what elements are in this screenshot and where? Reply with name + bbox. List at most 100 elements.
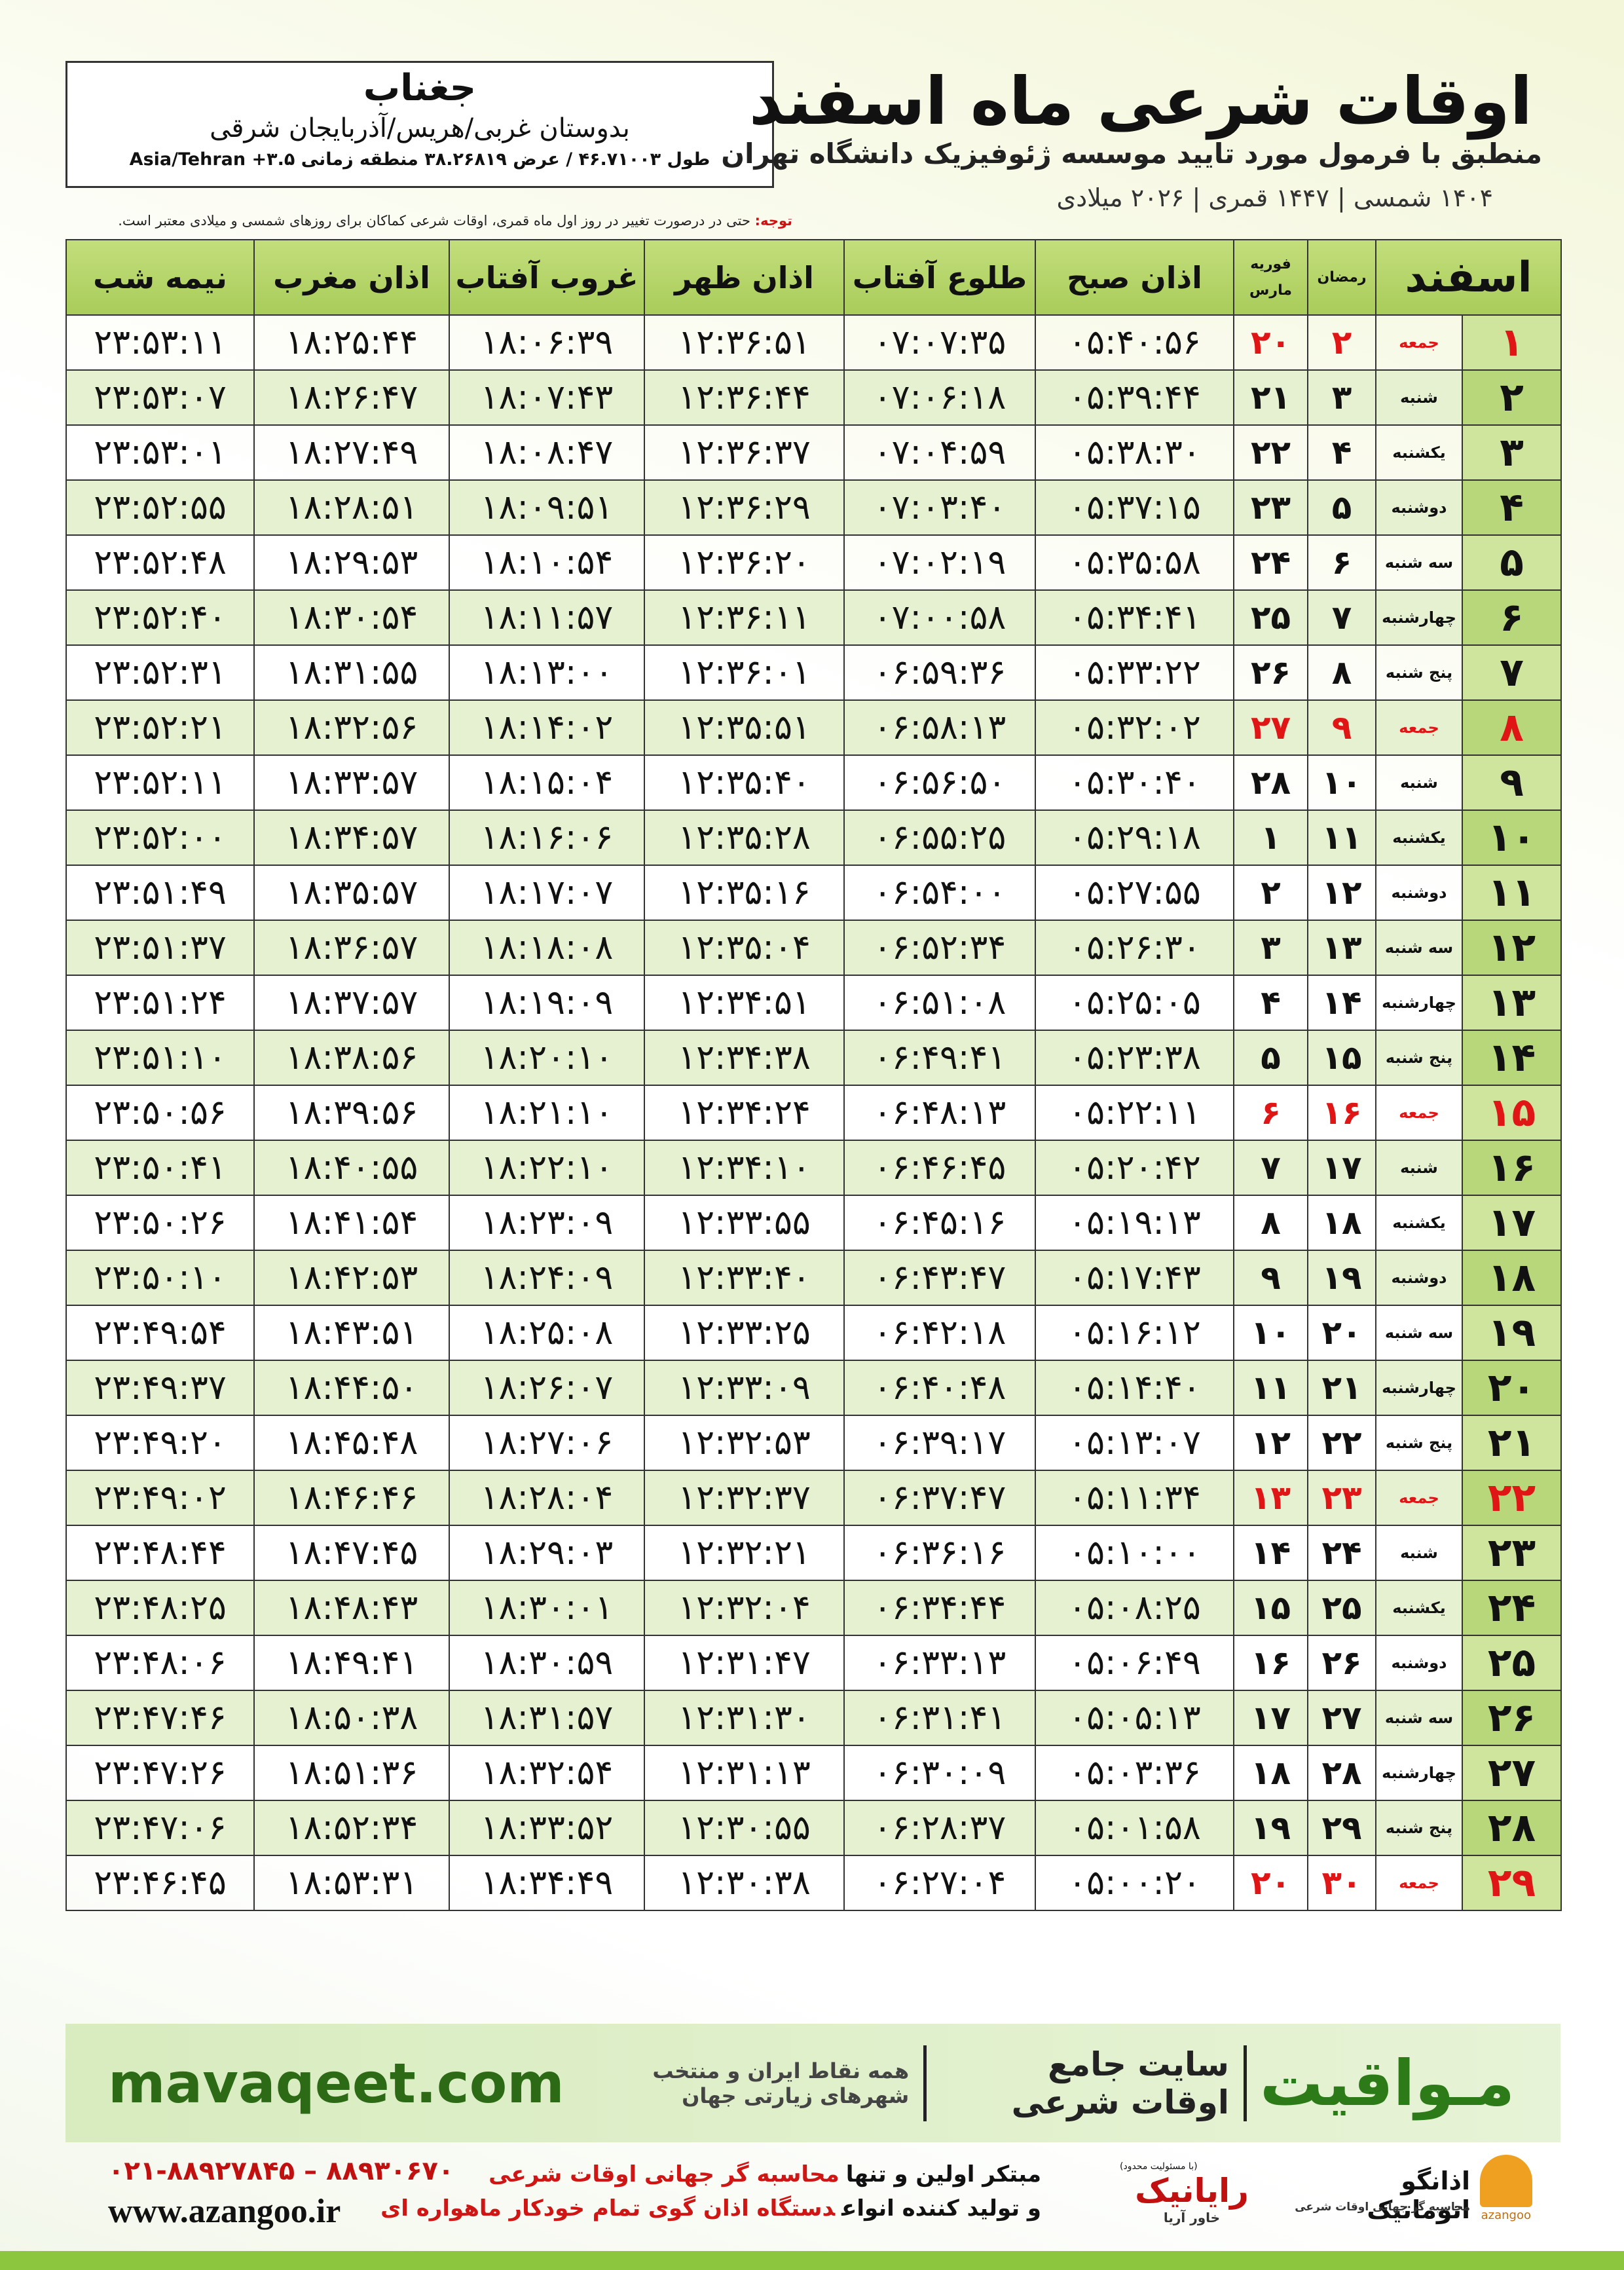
table-row: ۲ شنبه ۳ ۲۱ ۰۵:۳۹:۴۴ ۰۷:۰۶:۱۸ ۱۲:۳۶:۴۴ ۱۸:۰۷:۴۳… [65,369,1562,426]
time-cell: ۱۸:۰۷:۴۳ [449,369,645,426]
date-cell: ۶ [1233,1085,1308,1141]
time-cell: ۱۸:۱۱:۵۷ [449,589,645,646]
date-cell: ۱۹ [1307,1250,1376,1306]
date-cell: ۱۶ [1462,1140,1562,1196]
time-cell: ۰۵:۲۶:۳۰ [1035,920,1234,976]
time-cell: ۰۶:۲۷:۰۴ [843,1855,1036,1911]
time-cell: ۱۸:۴۷:۴۵ [253,1525,450,1581]
date-cell: ۶ [1307,534,1376,591]
time-cell: ۰۶:۵۴:۰۰ [843,865,1036,921]
time-cell: ۰۶:۳۱:۴۱ [843,1690,1036,1746]
table-row: ۱۱ دوشنبه ۱۲ ۲ ۰۵:۲۷:۵۵ ۰۶:۵۴:۰۰ ۱۲:۳۵:۱۶ ۱۸:۱۷… [65,865,1562,921]
time-cell: ۰۶:۴۲:۱۸ [843,1305,1036,1361]
time-cell: ۲۳:۵۲:۴۰ [65,589,255,646]
column-header: اسفند [1375,239,1562,316]
date-cell: سه شنبه [1375,1690,1463,1746]
date-cell: سه شنبه [1375,920,1463,976]
time-cell: ۲۳:۵۱:۴۹ [65,865,255,921]
date-cell: پنج شنبه [1375,1415,1463,1471]
time-cell: ۰۵:۳۷:۱۵ [1035,479,1234,536]
date-cell: ۸ [1462,699,1562,756]
table-row: ۲۲ جمعه ۲۳ ۱۳ ۰۵:۱۱:۳۴ ۰۶:۳۷:۴۷ ۱۲:۳۲:۳۷ ۱۸:۲۸:… [65,1470,1562,1526]
date-cell: شنبه [1375,754,1463,811]
date-cell: ۲۰ [1307,1305,1376,1361]
date-cell: ۹ [1233,1250,1308,1306]
time-cell: ۱۲:۳۵:۲۸ [644,809,845,866]
column-header: رمضان [1307,239,1376,316]
date-cell: ۱۰ [1307,754,1376,811]
time-cell: ۰۵:۰۶:۴۹ [1035,1635,1234,1691]
date-cell: ۱۵ [1462,1085,1562,1141]
bottom-strip [0,2251,1624,2270]
time-cell: ۰۶:۵۱:۰۸ [843,975,1036,1031]
time-cell: ۱۸:۴۳:۵۱ [253,1305,450,1361]
time-cell: ۱۸:۱۳:۰۰ [449,644,645,701]
date-cell: چهارشنبه [1375,1360,1463,1416]
date-cell: ۲۸ [1233,754,1308,811]
date-cell: ۸ [1307,644,1376,701]
time-cell: ۱۲:۳۳:۴۰ [644,1250,845,1306]
date-cell: ۱۶ [1233,1635,1308,1691]
time-cell: ۰۶:۳۳:۱۳ [843,1635,1036,1691]
table-row: ۱۴ پنج شنبه ۱۵ ۵ ۰۵:۲۳:۳۸ ۰۶:۴۹:۴۱ ۱۲:۳۴:۳۸ ۱۸:… [65,1030,1562,1086]
date-cell: ۱۶ [1307,1085,1376,1141]
time-cell: ۱۸:۳۶:۵۷ [253,920,450,976]
coverage: همه نقاط ایران و منتخب شهرهای زیارتی جها… [652,2058,910,2108]
time-cell: ۰۷:۰۴:۵۹ [843,424,1036,481]
date-cell: ۱۸ [1307,1195,1376,1251]
time-cell: ۲۳:۴۹:۵۴ [65,1305,255,1361]
table-row: ۲۵ دوشنبه ۲۶ ۱۶ ۰۵:۰۶:۴۹ ۰۶:۳۳:۱۳ ۱۲:۳۱:۴۷ ۱۸:۳… [65,1635,1562,1691]
table-row: ۱۶ شنبه ۱۷ ۷ ۰۵:۲۰:۴۲ ۰۶:۴۶:۴۵ ۱۲:۳۴:۱۰ ۱۸:۲۲:۱… [65,1140,1562,1196]
date-cell: ۱۵ [1307,1030,1376,1086]
date-cell: ۲۳ [1462,1525,1562,1581]
time-cell: ۱۸:۲۹:۵۳ [253,534,450,591]
time-cell: ۱۸:۲۶:۰۷ [449,1360,645,1416]
time-cell: ۱۸:۵۳:۳۱ [253,1855,450,1911]
time-cell: ۰۵:۱۰:۰۰ [1035,1525,1234,1581]
coordinates: طول ۴۶.۷۱۰۰۳ / عرض ۳۸.۲۶۸۱۹ منطقه زمانی … [129,149,710,170]
logo-name: رایانیک [1135,2172,1249,2210]
time-cell: ۲۳:۴۹:۲۰ [65,1415,255,1471]
dates: ۱۴۰۴ شمسی | ۱۴۴۷ قمری | ۲۰۲۶ میلادی [1056,183,1493,212]
logo-note: (با مسئولیت محدود) [1120,2161,1198,2172]
time-cell: ۲۳:۵۲:۰۰ [65,809,255,866]
time-cell: ۲۳:۴۷:۲۶ [65,1745,255,1801]
date-cell: ۲۹ [1462,1855,1562,1911]
date-cell: چهارشنبه [1375,1745,1463,1801]
time-cell: ۰۶:۴۵:۱۶ [843,1195,1036,1251]
time-cell: ۱۲:۳۴:۲۴ [644,1085,845,1141]
time-cell: ۱۸:۵۱:۳۶ [253,1745,450,1801]
time-cell: ۰۵:۳۰:۴۰ [1035,754,1234,811]
date-cell: ۱۷ [1462,1195,1562,1251]
time-cell: ۲۳:۴۹:۳۷ [65,1360,255,1416]
time-cell: ۲۳:۴۸:۲۵ [65,1580,255,1636]
time-cell: ۱۲:۳۰:۳۸ [644,1855,845,1911]
time-cell: ۱۸:۱۸:۰۸ [449,920,645,976]
time-cell: ۲۳:۵۳:۰۷ [65,369,255,426]
time-cell: ۲۳:۵۱:۲۴ [65,975,255,1031]
time-cell: ۰۶:۳۶:۱۶ [843,1525,1036,1581]
time-cell: ۰۵:۳۳:۲۲ [1035,644,1234,701]
time-cell: ۱۸:۴۸:۴۳ [253,1580,450,1636]
date-cell: ۱۹ [1462,1305,1562,1361]
date-cell: ۲۸ [1462,1800,1562,1856]
time-cell: ۱۸:۲۸:۰۴ [449,1470,645,1526]
date-cell: شنبه [1375,1525,1463,1581]
time-cell: ۰۵:۲۹:۱۸ [1035,809,1234,866]
time-cell: ۱۲:۳۵:۱۶ [644,865,845,921]
site-url[interactable]: mavaqeet.com [108,2051,564,2115]
date-cell: ۳ [1233,920,1308,976]
table-row: ۷ پنج شنبه ۸ ۲۶ ۰۵:۳۳:۲۲ ۰۶:۵۹:۳۶ ۱۲:۳۶:۰۱ ۱۸:۱… [65,644,1562,701]
time-cell: ۱۲:۳۶:۱۱ [644,589,845,646]
table-row: ۲۹ جمعه ۳۰ ۲۰ ۰۵:۰۰:۲۰ ۰۶:۲۷:۰۴ ۱۲:۳۰:۳۸ ۱۸:۳۴:… [65,1855,1562,1911]
date-cell: ۱۰ [1462,809,1562,866]
times-table: اسفند رمضان فوریه مارس اذان صبح طلوع آفتاب اذا… [65,239,1562,1911]
time-cell: ۱۸:۱۷:۰۷ [449,865,645,921]
city: جغناب [363,67,477,109]
date-cell: ۲۰ [1462,1360,1562,1416]
date-cell: ۱۲ [1233,1415,1308,1471]
header-row: اسفند رمضان فوریه مارس اذان صبح طلوع آفتاب اذا… [65,239,1562,316]
time-cell: ۱۲:۳۵:۵۱ [644,699,845,756]
web-url[interactable]: www.azangoo.ir [108,2193,341,2230]
